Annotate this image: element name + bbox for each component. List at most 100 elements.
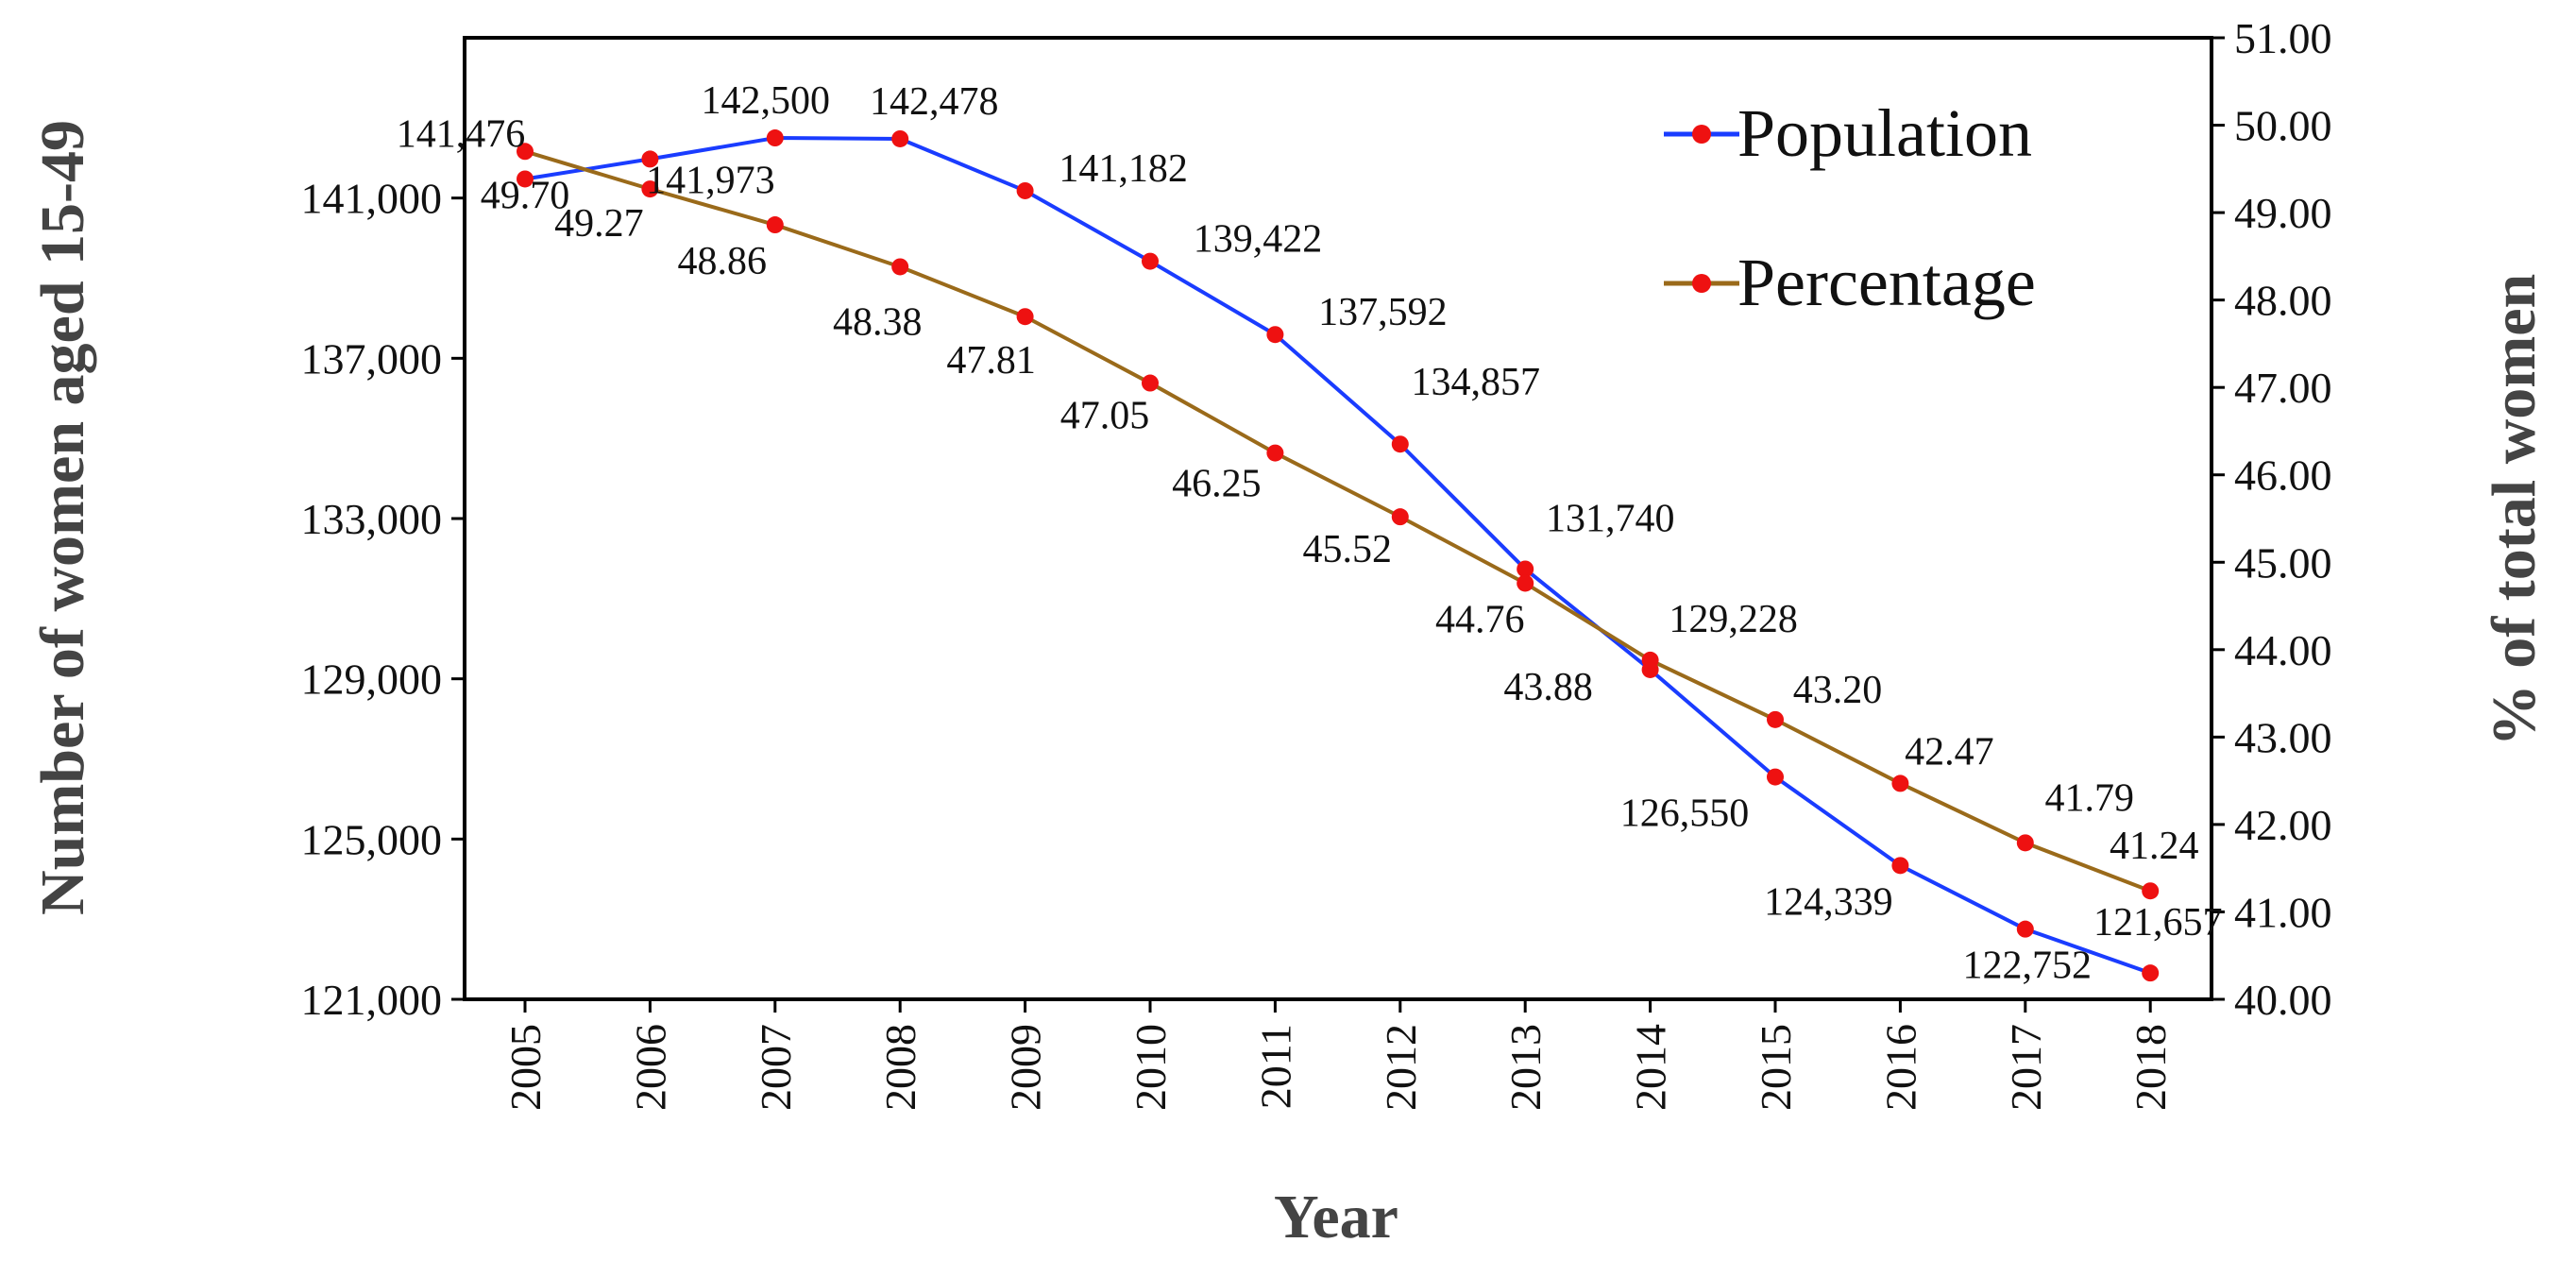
- x-tick-label: 2018: [2127, 1024, 2175, 1111]
- data-label-population: 141,476: [397, 112, 526, 156]
- data-label-population: 121,657: [2093, 901, 2223, 945]
- data-label-percentage: 44.76: [1435, 598, 1525, 641]
- data-label-percentage: 48.38: [833, 300, 923, 344]
- x-tick-label: 2017: [2002, 1024, 2050, 1111]
- marker-percentage: [1391, 508, 1409, 526]
- data-label-population: 142,500: [702, 79, 831, 123]
- marker-percentage: [1641, 651, 1659, 669]
- x-axis-title: Year: [1274, 1183, 1398, 1251]
- x-tick-label: 2011: [1251, 1024, 1299, 1109]
- legend-marker-population: [1692, 125, 1711, 144]
- marker-population: [1391, 435, 1409, 453]
- x-tick-label: 2005: [501, 1024, 550, 1111]
- marker-population: [1767, 768, 1784, 786]
- data-label-percentage: 47.81: [946, 339, 1036, 383]
- marker-population: [891, 129, 909, 147]
- left-y-tick-label: 133,000: [301, 495, 443, 543]
- data-label-percentage: 49.70: [481, 174, 570, 217]
- legend-label-population: Population: [1737, 95, 2032, 171]
- right-y-tick-label: 51.00: [2234, 14, 2332, 62]
- marker-percentage: [891, 258, 909, 276]
- data-label-population: 124,339: [1764, 880, 1893, 924]
- marker-population: [2142, 964, 2160, 982]
- marker-percentage: [2142, 882, 2160, 900]
- x-tick-label: 2006: [626, 1024, 674, 1111]
- left-y-tick-label: 125,000: [301, 815, 443, 863]
- right-y-tick-label: 47.00: [2234, 364, 2332, 412]
- x-tick-label: 2007: [752, 1024, 800, 1111]
- right-y-tick-label: 45.00: [2234, 538, 2332, 587]
- data-labels: 141,476 141,973 142,500 142,478 141,182139,4…: [397, 79, 2223, 988]
- data-label-population: 129,228: [1669, 598, 1798, 641]
- data-label-percentage: 42.47: [1905, 730, 1994, 774]
- x-tick-label: 2015: [1752, 1024, 1800, 1111]
- data-label-population: 137,592: [1318, 291, 1448, 334]
- right-y-tick-label: 48.00: [2234, 277, 2332, 325]
- data-label-percentage: 43.20: [1793, 669, 1883, 712]
- marker-population: [1016, 181, 1034, 199]
- marker-population: [641, 150, 659, 168]
- left-y-tick-label: 137,000: [301, 334, 443, 383]
- marker-percentage: [1767, 710, 1784, 728]
- data-label-percentage: 41.79: [2045, 776, 2135, 820]
- data-label-percentage: 46.25: [1172, 463, 1262, 506]
- data-label-percentage: 47.05: [1060, 395, 1150, 438]
- data-label-percentage: 48.86: [678, 240, 768, 283]
- right-y-tick-label: 46.00: [2234, 451, 2332, 500]
- legend: Population Percentage: [1664, 95, 2036, 320]
- data-label-percentage: 43.88: [1503, 666, 1593, 709]
- marker-population: [517, 170, 534, 188]
- x-tick-label: 2016: [1876, 1024, 1924, 1111]
- left-y-axis: 121,000 125,000 129,000 133,000 137,000 141,0…: [301, 175, 465, 1024]
- x-tick-label: 2012: [1377, 1024, 1425, 1111]
- marker-population: [1142, 252, 1159, 270]
- marker-population: [2016, 920, 2034, 938]
- x-tick-label: 2014: [1627, 1024, 1675, 1111]
- right-y-tick-label: 43.00: [2234, 713, 2332, 761]
- marker-population: [766, 129, 784, 147]
- data-label-percentage: 41.24: [2110, 825, 2199, 868]
- marker-percentage: [766, 216, 784, 234]
- data-label-population: 122,752: [1963, 945, 2093, 988]
- right-y-tick-label: 41.00: [2234, 888, 2332, 936]
- x-axis: 2005 2006 2007 2008 2009 2010 2011 2012 2013 2014…: [501, 999, 2175, 1111]
- legend-label-percentage: Percentage: [1737, 245, 2036, 320]
- marker-percentage: [1517, 574, 1534, 592]
- data-label-population: 139,422: [1194, 218, 1323, 262]
- right-y-tick-label: 49.00: [2234, 189, 2332, 237]
- data-label-population: 126,550: [1620, 792, 1750, 836]
- marker-percentage: [1016, 308, 1034, 326]
- left-y-tick-label: 141,000: [301, 175, 443, 223]
- marker-percentage: [1266, 444, 1284, 462]
- right-y-tick-label: 42.00: [2234, 801, 2332, 849]
- marker-population: [1266, 326, 1284, 344]
- right-y-tick-label: 50.00: [2234, 102, 2332, 150]
- data-label-population: 134,857: [1412, 361, 1541, 404]
- data-label-population: 131,740: [1546, 497, 1675, 540]
- right-y-tick-label: 40.00: [2234, 976, 2332, 1024]
- series-line-percentage: [524, 149, 2151, 894]
- right-y-axis-title: % of total women: [2480, 274, 2549, 746]
- marker-population: [1891, 857, 1909, 875]
- marker-percentage: [641, 180, 659, 198]
- data-label-percentage: 45.52: [1303, 528, 1393, 571]
- marker-percentage: [517, 143, 534, 161]
- right-y-tick-label: 44.00: [2234, 626, 2332, 674]
- data-label-population: 141,182: [1059, 147, 1188, 191]
- x-tick-label: 2010: [1127, 1024, 1175, 1111]
- series-layer: [517, 129, 2160, 982]
- data-label-population: 142,478: [870, 80, 999, 124]
- marker-population: [1517, 560, 1534, 578]
- left-y-tick-label: 129,000: [301, 656, 443, 704]
- marker-percentage: [1891, 775, 1909, 792]
- x-tick-label: 2013: [1501, 1024, 1550, 1111]
- data-label-population: 141,973: [646, 159, 775, 202]
- data-label-percentage: 49.27: [554, 202, 644, 246]
- x-tick-label: 2008: [876, 1024, 924, 1111]
- x-tick-label: 2009: [1002, 1024, 1050, 1111]
- right-y-axis: 40.00 41.00 42.00 43.00 44.00 45.00 46.00 47.00…: [2212, 14, 2332, 1024]
- left-y-axis-title: Number of women aged 15-49: [28, 120, 97, 915]
- left-y-tick-label: 121,000: [301, 976, 443, 1024]
- marker-percentage: [1142, 374, 1159, 392]
